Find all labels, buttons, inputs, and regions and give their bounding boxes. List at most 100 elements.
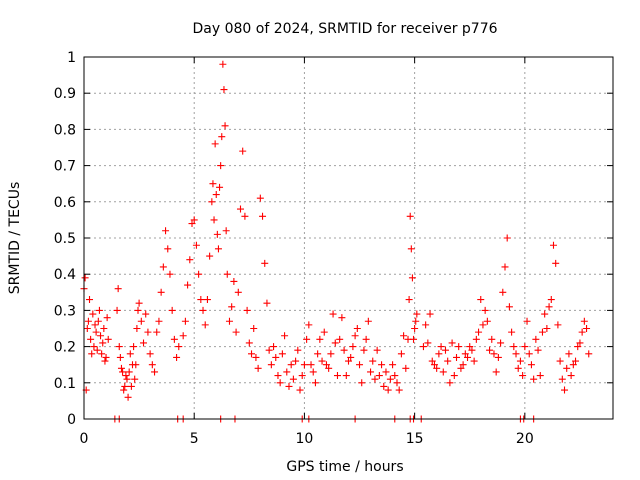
- data-point: [219, 60, 227, 68]
- data-point: [422, 321, 430, 329]
- data-point: [307, 361, 315, 369]
- data-point: [159, 263, 167, 271]
- data-point: [393, 379, 401, 387]
- data-point: [369, 357, 377, 365]
- data-point: [411, 325, 419, 332]
- data-point: [464, 353, 472, 361]
- data-point: [210, 216, 218, 224]
- data-point: [261, 259, 269, 267]
- data-point: [481, 306, 489, 314]
- data-point: [505, 303, 513, 311]
- data-point: [243, 306, 251, 314]
- data-point: [580, 317, 588, 325]
- data-point: [433, 364, 441, 372]
- data-point: [179, 332, 187, 340]
- data-point: [99, 339, 107, 347]
- data-point: [130, 343, 138, 351]
- data-point: [132, 361, 140, 369]
- data-point: [175, 343, 183, 351]
- data-point: [117, 364, 125, 372]
- data-point: [525, 350, 533, 358]
- data-point: [419, 343, 427, 351]
- data-point: [490, 350, 498, 358]
- data-point: [87, 335, 95, 343]
- data-point: [134, 306, 142, 314]
- data-point: [289, 375, 297, 383]
- data-point: [127, 382, 135, 390]
- data-point: [311, 379, 319, 387]
- data-point: [466, 343, 474, 351]
- data-point: [353, 325, 361, 332]
- data-point: [144, 328, 152, 336]
- data-point: [248, 350, 256, 358]
- data-point: [483, 317, 491, 325]
- data-point: [97, 332, 105, 340]
- data-point: [327, 350, 335, 358]
- data-point: [173, 353, 181, 361]
- data-point: [281, 332, 289, 340]
- data-point: [201, 321, 209, 329]
- data-point: [316, 335, 324, 343]
- data-point: [146, 350, 154, 358]
- data-point: [93, 346, 101, 354]
- data-point: [151, 368, 159, 376]
- data-point: [347, 353, 355, 361]
- data-point: [556, 357, 564, 365]
- data-point: [572, 357, 580, 365]
- data-point: [499, 288, 507, 296]
- data-point: [94, 317, 102, 325]
- data-point: [114, 285, 122, 293]
- data-point: [125, 368, 133, 376]
- axis-ticks: 00.10.20.30.40.50.60.70.80.910 5 10 15 20: [54, 50, 613, 447]
- data-point: [222, 227, 230, 235]
- data-point: [170, 335, 178, 343]
- data-point: [213, 230, 221, 238]
- data-point: [228, 303, 236, 311]
- data-point: [477, 296, 485, 304]
- data-point: [140, 339, 148, 347]
- data-point: [102, 353, 110, 361]
- data-point: [567, 372, 575, 380]
- data-point: [523, 317, 531, 325]
- data-point: [100, 325, 108, 332]
- x-tick-label: 0: [80, 431, 89, 447]
- data-point: [241, 212, 249, 220]
- data-point: [84, 317, 92, 325]
- data-point: [276, 379, 284, 387]
- y-tick-label: 0.1: [54, 376, 76, 392]
- data-point: [534, 346, 542, 354]
- data-point: [389, 361, 397, 369]
- data-point: [181, 317, 189, 325]
- data-point: [267, 361, 275, 369]
- data-point: [527, 361, 535, 369]
- data-point: [437, 343, 445, 351]
- data-point: [494, 353, 502, 361]
- y-tick-label: 1: [67, 50, 76, 66]
- data-point: [104, 335, 112, 343]
- y-tick-label: 0.7: [54, 159, 76, 175]
- data-point: [382, 368, 390, 376]
- data-point: [380, 382, 388, 390]
- y-tick-label: 0.9: [54, 86, 76, 102]
- data-point: [521, 343, 529, 351]
- data-point: [459, 361, 467, 369]
- y-tick-label: 0.3: [54, 303, 76, 319]
- data-point: [424, 339, 432, 347]
- data-point: [578, 328, 586, 336]
- data-point: [322, 361, 330, 369]
- data-point: [358, 379, 366, 387]
- data-point: [121, 382, 129, 390]
- data-point: [236, 205, 244, 213]
- data-point: [90, 343, 98, 351]
- data-point: [455, 343, 463, 351]
- data-point: [574, 343, 582, 351]
- data-point: [362, 335, 370, 343]
- data-point: [395, 386, 403, 394]
- data-point: [468, 346, 476, 354]
- data-point: [168, 306, 176, 314]
- data-point: [274, 372, 282, 380]
- data-point: [287, 361, 295, 369]
- data-point: [492, 368, 500, 376]
- data-point: [157, 288, 165, 296]
- data-point: [475, 328, 483, 336]
